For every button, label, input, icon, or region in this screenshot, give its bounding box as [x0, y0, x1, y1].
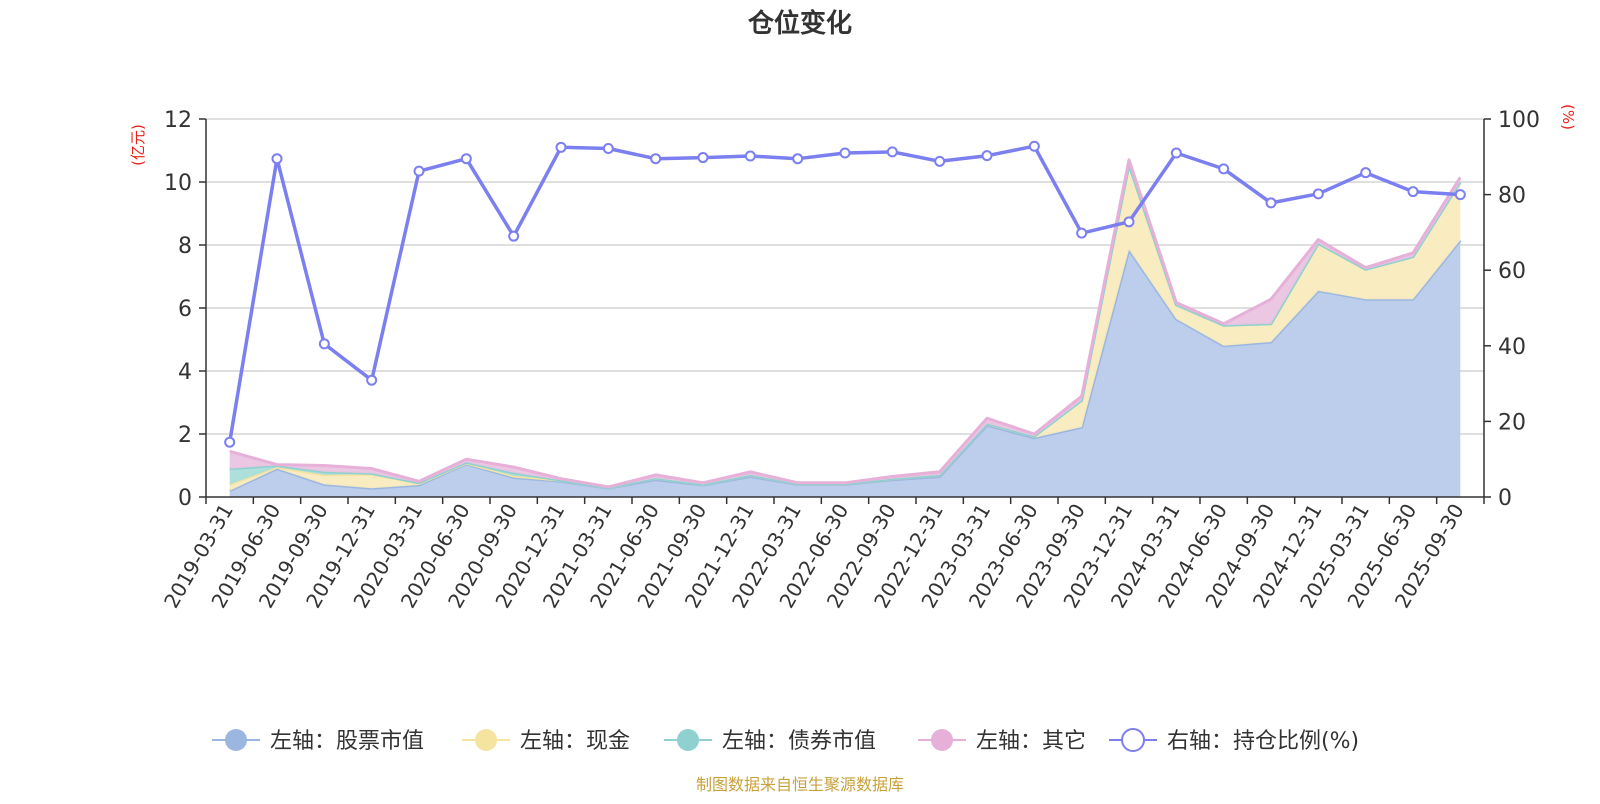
ratio-point [839, 147, 851, 159]
ratio-point [602, 142, 614, 154]
ratio-point [318, 338, 330, 350]
ratio-point [555, 141, 567, 153]
ratio-point [271, 153, 283, 165]
ratio-point [744, 150, 756, 162]
ratio-point [792, 153, 804, 165]
right-tick-label: 100 [1498, 108, 1540, 133]
legend-label: 左轴：现金 [520, 729, 630, 754]
ratio-point [1312, 188, 1324, 200]
legend-item-1: 左轴：现金 [462, 729, 630, 754]
legend-item-3: 左轴：其它 [918, 729, 1086, 754]
ratio-point [508, 230, 520, 242]
stacked-areas [229, 158, 1462, 498]
ratio-point [1218, 163, 1230, 175]
ratio-point [1123, 216, 1135, 228]
right-axis-unit-label: (%) [1559, 104, 1577, 130]
legend-item-2: 左轴：债券市值 [664, 729, 876, 754]
ratio-point [650, 153, 662, 165]
right-tick-label: 80 [1498, 184, 1526, 209]
left-tick-label: 4 [178, 360, 192, 385]
right-tick-label: 60 [1498, 259, 1526, 284]
ratio-point [697, 152, 709, 164]
ratio-point [1407, 186, 1419, 198]
area-series-1 [229, 164, 1461, 491]
chart-title: 仓位变化 [747, 8, 852, 39]
legend-marker [677, 729, 699, 751]
left-tick-label: 2 [178, 423, 192, 448]
ratio-point [886, 146, 898, 158]
legend-label: 右轴：持仓比例(%) [1167, 729, 1359, 754]
right-tick-label: 0 [1498, 486, 1512, 511]
legend-label: 左轴：股票市值 [270, 729, 424, 754]
ratio-point [934, 155, 946, 167]
legend-label: 左轴：其它 [976, 729, 1086, 754]
holding-ratio-line [224, 140, 1466, 448]
ratio-point [224, 436, 236, 448]
ratio-point [1265, 197, 1277, 209]
legend-item-0: 左轴：股票市值 [212, 729, 424, 754]
area-series-0 [229, 240, 1461, 498]
legend-label: 左轴：债券市值 [722, 729, 876, 754]
legend-marker [225, 729, 247, 751]
source-note: 制图数据来自恒生聚源数据库 [696, 775, 904, 794]
ratio-point [1360, 167, 1372, 179]
ratio-point [413, 165, 425, 177]
area-series-line-3 [229, 158, 1462, 489]
right-tick-label: 20 [1498, 410, 1526, 435]
ratio-point [366, 374, 378, 386]
legend-marker [1121, 728, 1145, 752]
left-tick-label: 10 [164, 171, 192, 196]
left-tick-label: 6 [178, 297, 192, 322]
legend: 左轴：股票市值 左轴：现金 左轴：债券市值 左轴：其它 右轴：持仓比例(%) [212, 728, 1359, 754]
ratio-point [1028, 140, 1040, 152]
left-axis-unit-label: (亿元) [129, 124, 147, 166]
ratio-point [1076, 227, 1088, 239]
legend-item-4: 右轴：持仓比例(%) [1109, 728, 1359, 754]
left-tick-label: 12 [164, 108, 192, 133]
legend-marker [475, 729, 497, 751]
legend-marker [931, 729, 953, 751]
left-tick-label: 8 [178, 234, 192, 259]
ratio-point [981, 150, 993, 162]
right-tick-label: 40 [1498, 335, 1526, 360]
left-tick-label: 0 [178, 486, 192, 511]
ratio-point [460, 153, 472, 165]
ratio-point [1170, 147, 1182, 159]
ratio-point [1454, 189, 1466, 201]
